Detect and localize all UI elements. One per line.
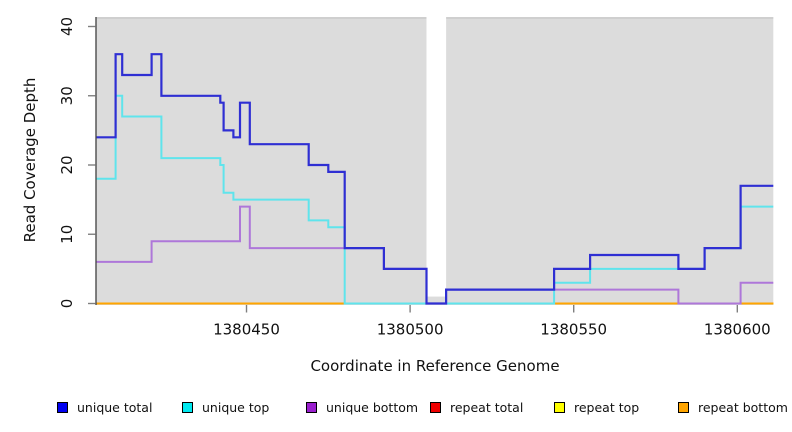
legend: unique total unique top unique bottom re… (0, 398, 792, 420)
legend-label: unique top (202, 399, 270, 415)
legend-item: repeat total (430, 398, 523, 416)
x-tick-label: 1380450 (213, 321, 280, 339)
legend-label: unique total (77, 399, 153, 415)
series-unique-top (96, 94, 774, 305)
legend-label: unique bottom (326, 399, 419, 415)
x-tick-label: 1380550 (540, 321, 607, 339)
legend-swatch-repeat-bottom (678, 401, 689, 413)
legend-label: repeat top (574, 399, 640, 415)
y-tick-label: 10 (58, 225, 76, 244)
legend-label: repeat total (450, 399, 524, 415)
legend-swatch-unique-bottom (306, 401, 317, 413)
series-unique-total (96, 53, 774, 305)
legend-swatch-unique-total (57, 401, 68, 413)
x-tick-label: 1380500 (377, 321, 444, 339)
legend-swatch-repeat-top (554, 401, 565, 413)
x-tick-label: 1380600 (704, 321, 771, 339)
y-axis-title: Read Coverage Depth (21, 77, 39, 243)
legend-swatch-unique-top (182, 401, 193, 413)
no-data-gap-band (426, 17, 447, 297)
legend-item: repeat top (554, 398, 639, 416)
legend-item: unique bottom (306, 398, 418, 416)
legend-swatch-repeat-total (430, 401, 441, 413)
y-tick-label: 0 (58, 299, 76, 309)
legend-item: unique total (57, 398, 152, 416)
y-tick-label: 30 (58, 86, 76, 105)
legend-item: repeat bottom (678, 398, 788, 416)
y-tick-label: 40 (58, 17, 76, 36)
x-axis-title: Coordinate in Reference Genome (310, 357, 560, 375)
legend-item: unique top (182, 398, 269, 416)
legend-label: repeat bottom (698, 399, 788, 415)
y-tick-label: 20 (58, 155, 76, 174)
